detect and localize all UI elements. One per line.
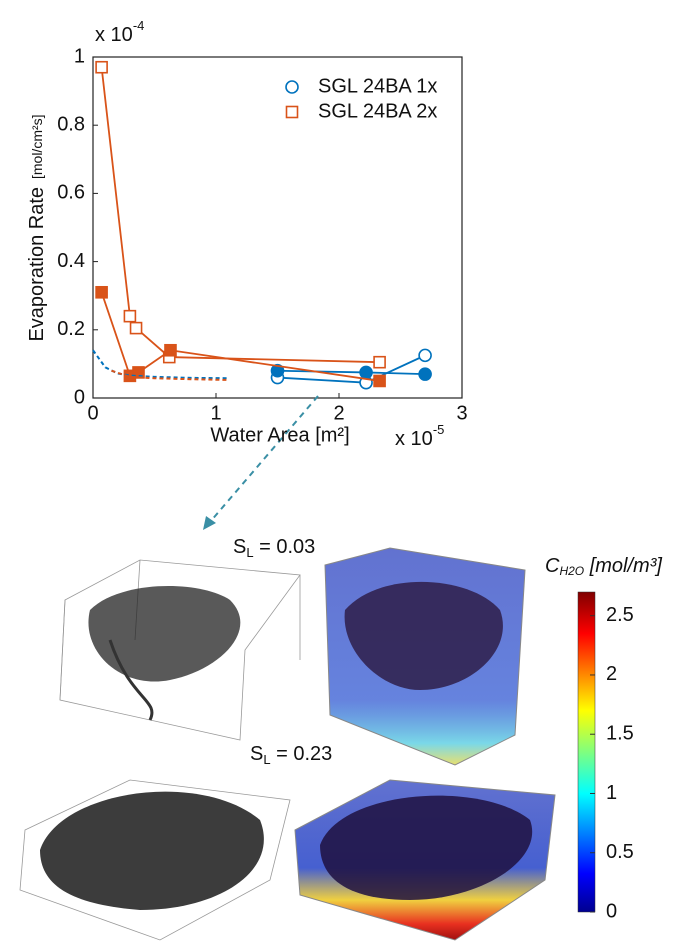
- annotations: SL = 0.03 SL = 0.23 CH2O [mol/m³]: [233, 536, 662, 767]
- data-point: [373, 355, 386, 369]
- x-tick-label: 0: [87, 402, 98, 424]
- mult-base: x 10: [395, 428, 433, 450]
- cb-subscript: H2O: [559, 564, 584, 578]
- legend-marker: [285, 80, 299, 94]
- image-bottom-left: [19, 779, 291, 941]
- x-tick-label: 2: [333, 402, 344, 424]
- legend-label: SGL 24BA 2x: [318, 100, 437, 122]
- y-tick-label: 0: [74, 386, 85, 408]
- y-multiplier: x 10-4: [95, 18, 144, 46]
- colorbar-tick-label: 1.5: [606, 723, 634, 745]
- data-point: [95, 285, 108, 299]
- y-tick-label: 0.2: [57, 318, 85, 340]
- data-point: [418, 367, 432, 381]
- series-line: [92, 349, 229, 380]
- y-label-unit: [mol/cm²s]: [29, 114, 45, 179]
- mult-exp: -4: [133, 18, 145, 33]
- data-point: [164, 343, 177, 357]
- data-point: [129, 321, 143, 335]
- colorbar-tick-label: 2: [606, 663, 617, 685]
- colorbar-tick-label: 0.5: [606, 841, 634, 863]
- colorbar-tick-label: 2.5: [606, 604, 634, 626]
- image-top-right: [324, 547, 526, 766]
- panel-label: SL = 0.23: [250, 743, 332, 767]
- data-point: [270, 363, 285, 378]
- colorbar-tick-label: 1: [606, 782, 617, 804]
- data-point: [95, 60, 108, 74]
- panel-label: SL = 0.03: [233, 536, 315, 560]
- mult-base: x 10: [95, 24, 133, 46]
- panel-value: = 0.03: [254, 536, 316, 558]
- data-point: [123, 309, 137, 323]
- x-axis-label: Water Area [m²]: [210, 424, 349, 446]
- image-top-left: [59, 559, 301, 741]
- data-point: [373, 374, 386, 388]
- legend-label: SGL 24BA 1x: [318, 75, 437, 97]
- plot-area: [92, 56, 463, 399]
- series-line: [111, 369, 229, 381]
- x-tick-label: 3: [456, 402, 467, 424]
- axes-box: [92, 56, 463, 399]
- series-line: [277, 369, 426, 376]
- colorbar-tick-label: 0: [606, 900, 617, 922]
- image-bottom-right: [294, 779, 556, 941]
- legend-marker: [285, 105, 299, 119]
- y-axis-label: Evaporation Rate [mol/cm²s]: [26, 114, 48, 341]
- y-tick-label: 0.6: [57, 182, 85, 204]
- mult-exp: -5: [433, 422, 445, 437]
- panel-value: = 0.23: [271, 743, 333, 765]
- panel-symbol: S: [233, 536, 246, 558]
- data-point: [359, 365, 373, 380]
- y-tick-label: 0.4: [57, 250, 85, 272]
- colorbar: [577, 591, 596, 913]
- panel-subscript: L: [246, 545, 253, 560]
- y-label-text: Evaporation Rate: [26, 187, 48, 342]
- arrow: [209, 395, 319, 523]
- x-tick-label: 1: [210, 402, 221, 424]
- data-point: [418, 348, 432, 363]
- y-tick-label: 1: [74, 45, 85, 67]
- colorbar-title: CH2O [mol/m³]: [545, 555, 662, 578]
- y-tick-label: 0.8: [57, 113, 85, 135]
- panel-subscript: L: [263, 752, 270, 767]
- cb-unit: [mol/m³]: [584, 555, 662, 577]
- x-multiplier: x 10-5: [395, 422, 444, 450]
- panel-symbol: S: [250, 743, 263, 765]
- cb-symbol: C: [545, 555, 560, 577]
- arrow-head: [203, 516, 216, 530]
